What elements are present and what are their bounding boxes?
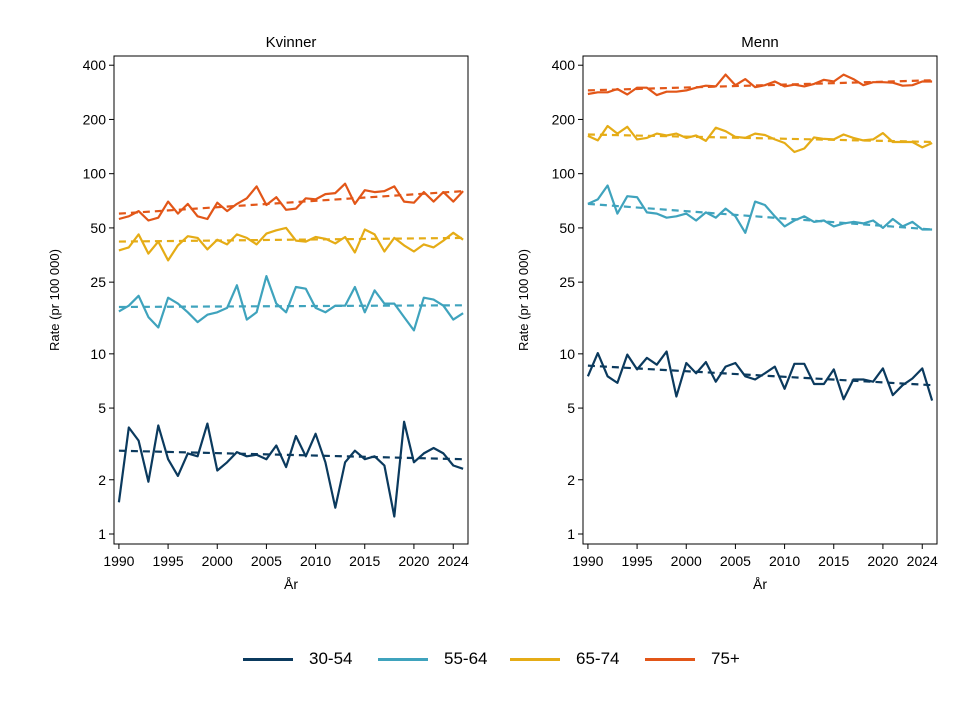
y-tick-label-menn-200: 200 [552, 111, 576, 127]
legend-label-55-64: 55-64 [444, 649, 488, 668]
x-tick-label-menn-2015: 2015 [818, 553, 849, 569]
y-tick-label-kvinner-50: 50 [90, 220, 106, 236]
series-line-kvinner-65-74 [118, 226, 464, 262]
y-tick-label-menn-25: 25 [559, 274, 575, 290]
trend-line-menn-30-54 [587, 364, 933, 387]
x-tick-label-kvinner-1990: 1990 [103, 553, 134, 569]
legend-swatch-65-74 [510, 657, 560, 661]
x-tick-label-kvinner-2024: 2024 [438, 553, 469, 569]
x-tick-label-menn-2005: 2005 [720, 553, 751, 569]
y-tick-label-kvinner-1: 1 [98, 526, 106, 542]
legend-item-55-64: 55-64 [378, 644, 487, 674]
trend-line-kvinner-55-64 [118, 304, 464, 309]
y-tick-label-menn-1: 1 [567, 526, 575, 542]
series-line-menn-55-64 [587, 184, 933, 234]
legend-swatch-30-54 [243, 657, 293, 661]
x-tick-label-kvinner-1995: 1995 [153, 553, 184, 569]
x-tick-label-menn-2024: 2024 [907, 553, 938, 569]
y-tick-label-kvinner-10: 10 [90, 346, 106, 362]
legend-item-75-plus: 75+ [645, 644, 740, 674]
y-tick-label-kvinner-200: 200 [83, 111, 107, 127]
panel-title-kvinner: Kvinner [266, 34, 317, 51]
legend-label-75-plus: 75+ [711, 649, 740, 668]
x-tick-label-kvinner-2020: 2020 [398, 553, 429, 569]
legend: 30-54 55-64 65-74 75+ [0, 644, 970, 674]
legend-swatch-55-64 [378, 657, 428, 661]
trend-line-menn-65-74 [587, 133, 933, 144]
legend-label-65-74: 65-74 [576, 649, 620, 668]
y-tick-label-menn-50: 50 [559, 220, 575, 236]
y-tick-label-kvinner-25: 25 [90, 274, 106, 290]
trend-line-kvinner-75-plus [118, 190, 464, 215]
trend-line-kvinner-30-54 [118, 449, 464, 461]
y-tick-label-menn-2: 2 [567, 472, 575, 488]
plot-frame-kvinner [113, 55, 469, 545]
y-axis-label-menn: Rate (pr 100 000) [516, 249, 531, 351]
x-tick-label-kvinner-2015: 2015 [349, 553, 380, 569]
y-tick-label-kvinner-100: 100 [83, 166, 107, 182]
series-line-kvinner-75-plus [118, 182, 464, 222]
x-axis-label-kvinner: År [284, 576, 298, 592]
x-tick-label-kvinner-2000: 2000 [202, 553, 233, 569]
plot-frame-menn [582, 55, 938, 545]
y-axis-label-kvinner: Rate (pr 100 000) [47, 249, 62, 351]
y-tick-label-menn-5: 5 [567, 400, 575, 416]
y-tick-label-menn-100: 100 [552, 166, 576, 182]
series-line-kvinner-55-64 [118, 275, 464, 332]
x-tick-label-menn-2010: 2010 [769, 553, 800, 569]
x-tick-label-menn-2020: 2020 [867, 553, 898, 569]
x-axis-label-menn: År [753, 576, 767, 592]
legend-item-30-54: 30-54 [243, 644, 352, 674]
legend-item-65-74: 65-74 [510, 644, 619, 674]
x-tick-label-menn-1990: 1990 [572, 553, 603, 569]
panel-title-menn: Menn [741, 34, 779, 51]
series-line-kvinner-30-54 [117, 420, 464, 518]
x-tick-label-menn-2000: 2000 [671, 553, 702, 569]
y-tick-label-menn-10: 10 [559, 346, 575, 362]
y-tick-label-kvinner-5: 5 [98, 400, 106, 416]
y-tick-label-kvinner-400: 400 [83, 57, 107, 73]
x-tick-label-kvinner-2010: 2010 [300, 553, 331, 569]
y-tick-label-kvinner-2: 2 [98, 472, 106, 488]
y-tick-label-menn-400: 400 [552, 57, 576, 73]
series-line-menn-65-74 [587, 124, 933, 154]
legend-label-30-54: 30-54 [309, 649, 353, 668]
trend-line-menn-75-plus [587, 79, 933, 92]
trend-line-menn-55-64 [587, 202, 933, 231]
legend-swatch-75-plus [645, 657, 695, 661]
x-tick-label-kvinner-2005: 2005 [251, 553, 282, 569]
x-tick-label-menn-1995: 1995 [622, 553, 653, 569]
trend-line-kvinner-65-74 [118, 236, 464, 243]
